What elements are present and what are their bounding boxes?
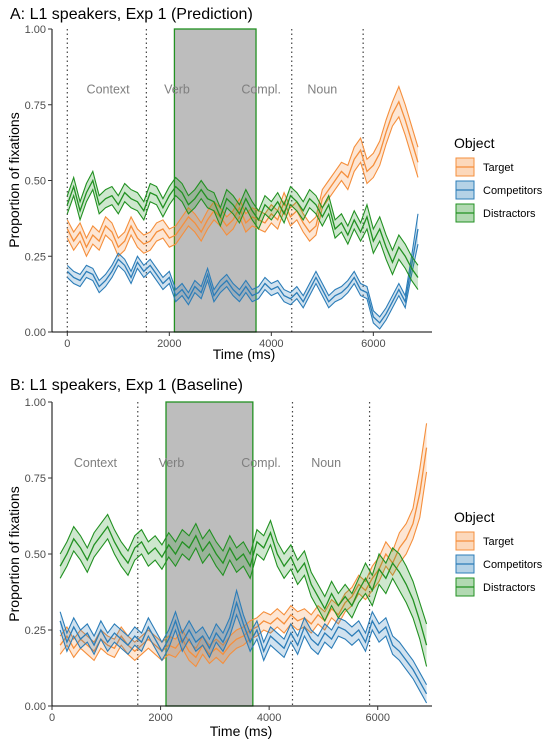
region-label-noun: Noun	[307, 83, 337, 97]
legend-title: Object	[454, 509, 495, 525]
y-tick-label: 1.00	[25, 397, 46, 409]
legend-item-target: Target	[455, 157, 514, 177]
legend-label-competitors: Competitors	[483, 559, 543, 571]
series-line-competitors	[59, 600, 428, 695]
ci-band-distractors	[60, 514, 427, 667]
panel-b-title: B: L1 speakers, Exp 1 (Baseline)	[10, 377, 243, 394]
legend-item-distractors: Distractors	[455, 577, 536, 597]
ci-upper-target	[59, 423, 428, 650]
panel-a-ylabel: Proportion of fixations	[6, 112, 22, 247]
shaded-window	[173, 28, 257, 333]
series-line-competitors	[66, 228, 419, 324]
panel-b: B: L1 speakers, Exp 1 (Baseline) Context…	[6, 377, 543, 739]
region-label-context: Context	[74, 456, 118, 470]
y-tick-label: 0.00	[25, 701, 46, 713]
ci-lower-competitors	[59, 613, 428, 704]
panel-b-plot: Context Verb Compl. Noun 0.00 0.25 0.50 0.75 1.0…	[25, 397, 432, 724]
ci-upper-competitors	[66, 213, 419, 318]
region-label-noun: Noun	[311, 456, 341, 470]
ci-band-target	[67, 86, 418, 257]
panel-b-xlabel: Time (ms)	[210, 723, 272, 739]
legend-label-distractors: Distractors	[483, 582, 536, 594]
panel-a-xlabel: Time (ms)	[213, 346, 275, 362]
legend-label-target: Target	[483, 162, 514, 174]
legend-item-competitors: Competitors	[455, 180, 543, 200]
ci-lower-target	[66, 115, 419, 258]
legend-item-competitors: Competitors	[455, 554, 543, 574]
ci-band-target	[60, 423, 427, 667]
y-tick-label: 0.25	[25, 625, 46, 637]
panel-b-ylabel: Proportion of fixations	[6, 486, 22, 621]
legend-label-competitors: Competitors	[483, 185, 543, 197]
ci-lower-competitors	[66, 244, 419, 330]
y-tick-label: 0.75	[25, 100, 46, 112]
x-tick-label: 0	[64, 338, 70, 350]
ci-upper-competitors	[59, 588, 428, 685]
legend-item-target: Target	[455, 531, 514, 551]
region-label-context: Context	[87, 83, 131, 97]
panel-a: A: L1 speakers, Exp 1 (Prediction) Conte…	[6, 6, 543, 362]
x-tick-label: 4000	[257, 712, 281, 724]
x-tick-label: 2000	[148, 712, 172, 724]
y-tick-label: 0.50	[25, 549, 46, 561]
y-tick-label: 0.75	[25, 473, 46, 485]
series-line-distractors	[66, 178, 419, 278]
x-tick-label: 6000	[361, 338, 385, 350]
panel-a-plot: Context Verb Compl. Noun 0.00 0.25 0.50 0.75 1.0…	[25, 24, 432, 350]
region-label-compl: Compl.	[241, 83, 281, 97]
region-label-verb: Verb	[159, 456, 185, 470]
x-tick-label: 0	[49, 712, 55, 724]
panel-a-legend: Object Target Competitors Distractors	[454, 135, 543, 223]
y-tick-label: 0.50	[25, 176, 46, 188]
legend-label-distractors: Distractors	[483, 208, 536, 220]
y-tick-label: 0.00	[25, 327, 46, 339]
ci-upper-distractors	[59, 513, 428, 625]
ci-lower-distractors	[59, 537, 428, 667]
ci-lower-target	[59, 471, 428, 668]
y-tick-label: 0.25	[25, 251, 46, 263]
ci-upper-distractors	[66, 169, 419, 266]
x-tick-label: 2000	[157, 338, 181, 350]
series-line-target	[59, 447, 428, 659]
region-label-verb: Verb	[164, 83, 190, 97]
legend-title: Object	[454, 135, 495, 151]
region-label-compl: Compl.	[241, 456, 281, 470]
legend-label-target: Target	[483, 536, 514, 548]
series-line-distractors	[59, 525, 428, 646]
panel-a-title: A: L1 speakers, Exp 1 (Prediction)	[10, 6, 253, 23]
x-tick-label: 4000	[259, 338, 283, 350]
ci-lower-distractors	[66, 188, 419, 290]
legend-item-distractors: Distractors	[455, 203, 536, 223]
ci-band-distractors	[67, 171, 418, 290]
y-tick-label: 1.00	[25, 24, 46, 36]
panel-b-legend: Object Target Competitors Distractors	[454, 509, 543, 597]
x-tick-label: 6000	[365, 712, 389, 724]
